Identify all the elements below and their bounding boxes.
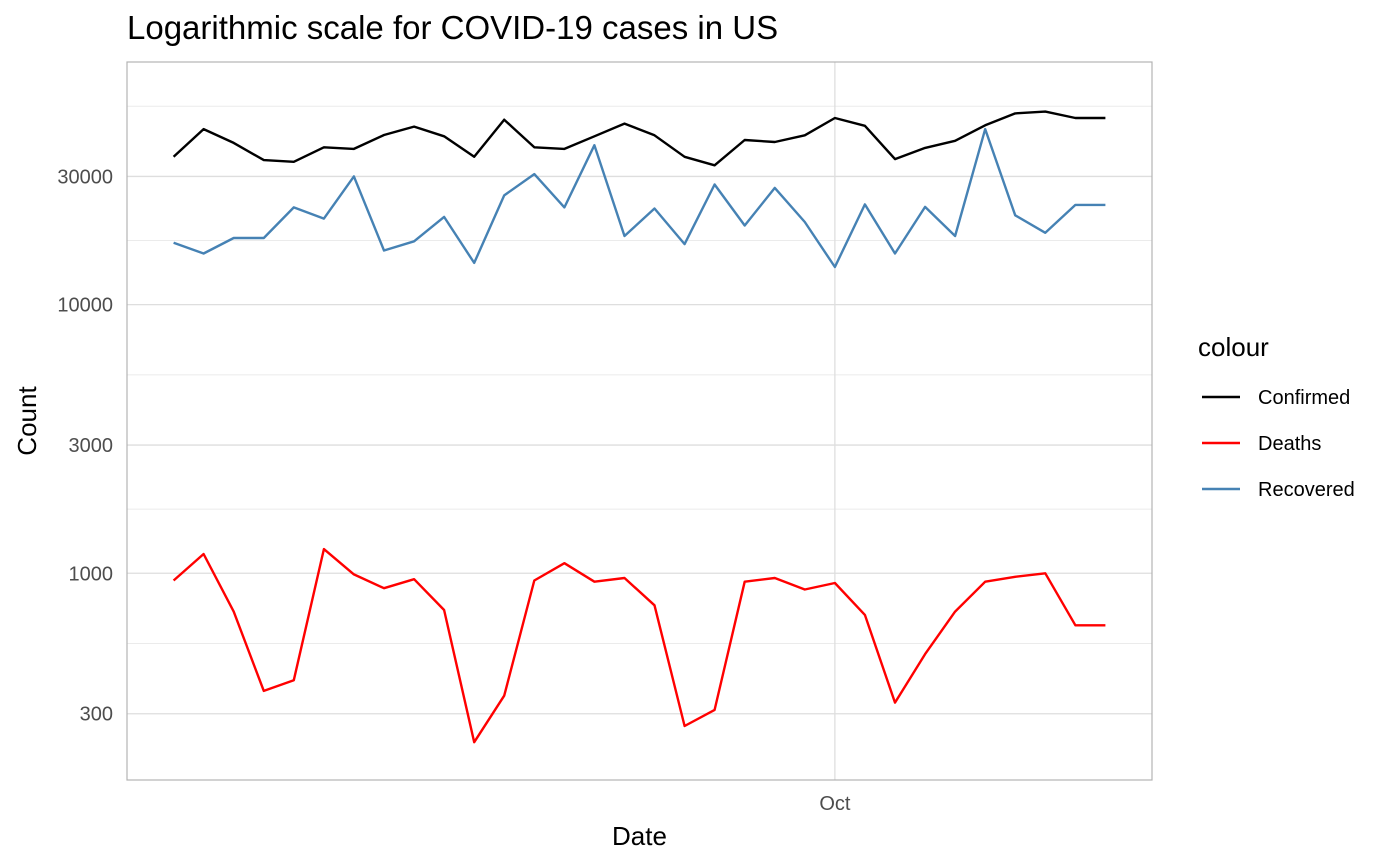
series-line-confirmed xyxy=(172,110,1106,167)
legend-label-confirmed: Confirmed xyxy=(1258,387,1350,409)
x-axis-tick-labels: Oct xyxy=(819,793,851,815)
legend: colour Confirmed Deaths Recovered xyxy=(1198,332,1355,501)
legend-label-deaths: Deaths xyxy=(1258,433,1321,455)
y-tick-label: 10000 xyxy=(57,295,113,317)
legend-title: colour xyxy=(1198,332,1269,362)
legend-label-recovered: Recovered xyxy=(1258,479,1355,501)
chart-title: Logarithmic scale for COVID-19 cases in … xyxy=(127,9,778,46)
y-tick-label: 1000 xyxy=(69,563,114,585)
major-gridlines xyxy=(127,62,1152,780)
y-axis-title: Count xyxy=(12,386,42,456)
y-tick-label: 300 xyxy=(80,704,113,726)
y-tick-label: 30000 xyxy=(57,166,113,188)
legend-items: Confirmed Deaths Recovered xyxy=(1202,387,1355,501)
x-axis-title: Date xyxy=(612,821,667,851)
series-lines xyxy=(172,110,1106,744)
series-line-recovered xyxy=(173,127,1106,269)
plot-panel-border xyxy=(126,61,1153,781)
minor-gridlines xyxy=(127,105,1152,644)
series-line-deaths xyxy=(172,547,1106,744)
x-tick-label: Oct xyxy=(819,793,851,815)
y-tick-label: 3000 xyxy=(69,435,114,457)
y-axis-tick-labels: 300 1000 3000 10000 30000 xyxy=(57,166,113,725)
